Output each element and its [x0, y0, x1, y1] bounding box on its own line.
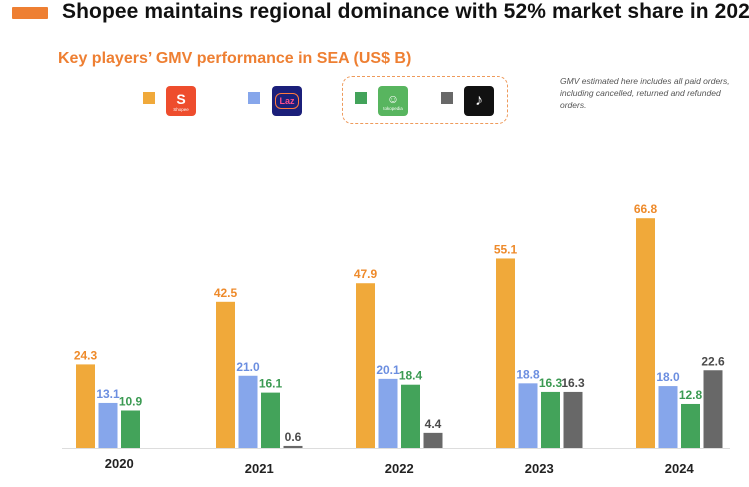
data-label-tiktok-2024: 22.6 [701, 354, 725, 368]
legend-swatch-shopee [143, 92, 155, 104]
bar-tokopedia-2023 [541, 391, 560, 448]
bar-shopee-2022 [356, 283, 375, 448]
x-tick-label-2020: 2020 [105, 456, 134, 471]
bar-lazada-2021 [238, 375, 258, 448]
bar-shopee-2024 [636, 218, 655, 448]
bar-shopee-2023 [496, 258, 515, 448]
x-tick-label-2023: 2023 [525, 461, 554, 476]
tiktok-logo-icon: ♪ [464, 86, 494, 116]
bar-lazada-2023 [518, 383, 538, 448]
data-label-lazada-2024: 18.0 [656, 370, 680, 384]
bar-shopee-2020 [76, 364, 95, 448]
data-label-tokopedia-2023: 16.3 [539, 376, 563, 390]
bar-tiktok-2021 [283, 445, 303, 448]
x-tick-label-2021: 2021 [245, 461, 274, 476]
bar-shopee-2021 [216, 301, 235, 448]
data-label-shopee-2024: 66.8 [634, 202, 658, 216]
tokopedia-logo-glyph: ☺ [386, 91, 400, 106]
shopee-logo-glyph: S [176, 90, 186, 107]
data-label-shopee-2020: 24.3 [74, 348, 98, 362]
data-label-shopee-2022: 47.9 [354, 267, 378, 281]
x-tick-label-2024: 2024 [665, 461, 695, 476]
data-label-tokopedia-2020: 10.9 [119, 395, 143, 409]
tokopedia-logo-text: tokopedia [383, 105, 403, 111]
data-label-lazada-2020: 13.1 [96, 387, 120, 401]
bar-lazada-2024 [658, 386, 678, 448]
bar-tokopedia-2024 [681, 403, 700, 448]
bar-tokopedia-2021 [261, 392, 280, 448]
tokopedia-logo-icon: ☺ tokopedia [378, 86, 408, 116]
data-label-tiktok-2023: 16.3 [561, 376, 585, 390]
shopee-logo-text: Shopee [173, 106, 189, 112]
chart-subtitle: Key players’ GMV performance in SEA (US$… [58, 50, 412, 67]
data-label-lazada-2023: 18.8 [516, 367, 540, 381]
legend-swatch-tokopedia [355, 92, 367, 104]
gmv-note: GMV estimated here includes all paid ord… [560, 76, 730, 110]
bar-tiktok-2022 [423, 432, 443, 448]
legend-swatch-tiktok [441, 92, 453, 104]
legend-swatch-lazada [248, 92, 260, 104]
data-label-tokopedia-2021: 16.1 [259, 377, 283, 391]
page-title: Shopee maintains regional dominance with… [62, 0, 749, 23]
bar-lazada-2022 [378, 378, 398, 448]
shopee-logo-icon: S Shopee [166, 86, 196, 116]
data-label-tokopedia-2024: 12.8 [679, 388, 703, 402]
bar-tokopedia-2022 [401, 384, 420, 448]
lazada-logo-icon: Laz [272, 86, 302, 116]
title-accent-bar [12, 7, 48, 19]
lazada-logo-glyph: Laz [275, 93, 299, 109]
x-tick-label-2022: 2022 [385, 461, 414, 476]
data-label-lazada-2022: 20.1 [376, 363, 400, 377]
data-label-shopee-2021: 42.5 [214, 286, 238, 300]
data-label-tiktok-2022: 4.4 [425, 417, 442, 431]
bar-lazada-2020 [98, 402, 118, 448]
data-label-tokopedia-2022: 18.4 [399, 369, 423, 383]
data-label-shopee-2023: 55.1 [494, 242, 518, 256]
data-label-lazada-2021: 21.0 [236, 360, 260, 374]
bar-tiktok-2024 [703, 370, 723, 448]
bar-tiktok-2023 [563, 391, 583, 448]
bar-tokopedia-2020 [121, 410, 140, 448]
legend-highlight-box [342, 76, 508, 124]
data-label-tiktok-2021: 0.6 [285, 430, 302, 444]
tiktok-logo-glyph: ♪ [475, 92, 483, 109]
